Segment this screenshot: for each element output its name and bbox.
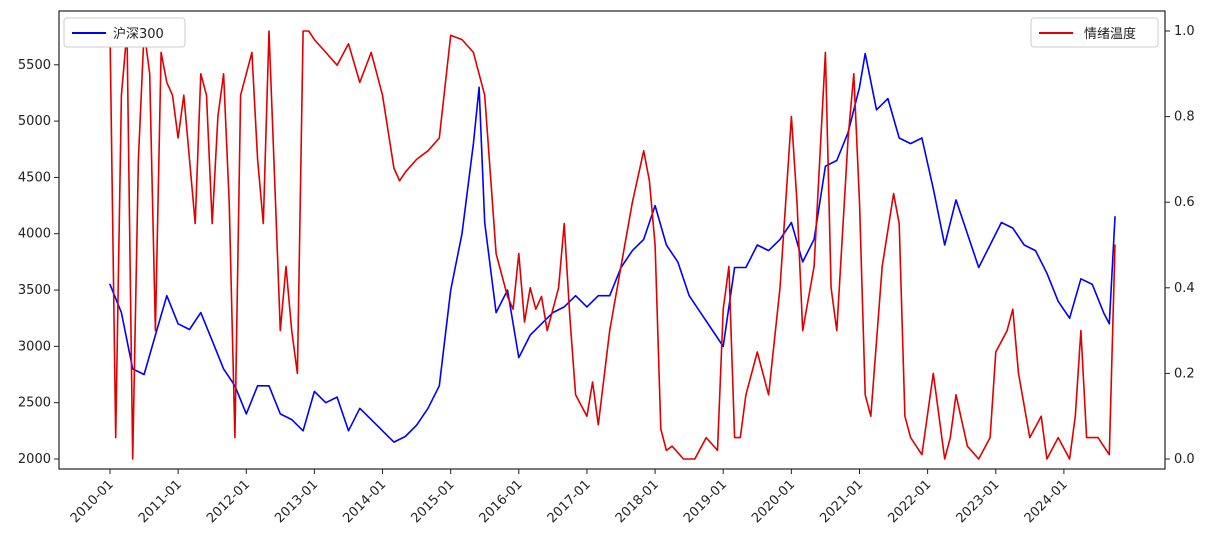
series-line-index xyxy=(109,52,1116,443)
x-tick-label: 2014-01 xyxy=(340,477,389,526)
right-y-axis: 0.0 0.2 0.4 0.6 0.8 1.0 xyxy=(1165,24,1195,467)
right-y-tick-label: 0.0 xyxy=(1174,452,1195,467)
legend-left-box xyxy=(63,17,186,48)
left-y-axis: 2000 2500 3000 3500 4000 4500 5000 5500 xyxy=(18,58,59,467)
x-tick-label: 2019-01 xyxy=(681,477,730,526)
series-layer xyxy=(109,30,1116,460)
left-y-tick-label: 2000 xyxy=(18,452,51,467)
right-y-tick-label: 0.2 xyxy=(1174,366,1195,381)
legend-right-box xyxy=(1030,17,1159,48)
x-tick-label: 2015-01 xyxy=(408,477,457,526)
right-y-tick-label: 0.6 xyxy=(1174,195,1195,210)
x-tick-label: 2018-01 xyxy=(613,477,662,526)
x-tick-label: 2013-01 xyxy=(272,477,321,526)
plot-frame xyxy=(58,10,1166,470)
legend-right: 情绪温度 xyxy=(1030,17,1159,48)
right-y-tick-label: 0.8 xyxy=(1174,110,1195,125)
x-tick-label: 2011-01 xyxy=(136,477,185,526)
x-tick-label: 2016-01 xyxy=(477,477,526,526)
x-tick-label: 2024-01 xyxy=(1022,477,1071,526)
left-y-tick-label: 5500 xyxy=(18,58,51,73)
legend-right-label: 情绪温度 xyxy=(1084,26,1136,42)
x-tick-label: 2021-01 xyxy=(817,477,866,526)
x-tick-label: 2010-01 xyxy=(68,477,117,526)
x-tick-label: 2020-01 xyxy=(749,477,798,526)
legend-left-label: 沪深300 xyxy=(113,26,164,42)
x-tick-label: 2017-01 xyxy=(545,477,594,526)
series-line-sentiment xyxy=(109,30,1116,460)
x-tick-label: 2023-01 xyxy=(954,477,1003,526)
left-y-tick-label: 4000 xyxy=(18,227,51,242)
left-y-tick-label: 4500 xyxy=(18,170,51,185)
x-tick-label: 2022-01 xyxy=(885,477,934,526)
left-y-tick-label: 2500 xyxy=(18,396,51,411)
left-y-tick-label: 3500 xyxy=(18,283,51,298)
legend-left: 沪深300 xyxy=(63,17,186,48)
right-y-tick-label: 1.0 xyxy=(1174,24,1195,39)
x-tick-label: 2012-01 xyxy=(204,477,253,526)
x-axis: 2010-01 2011-01 2012-01 2013-01 2014-01 2015-… xyxy=(68,469,1071,526)
left-y-tick-label: 3000 xyxy=(18,339,51,354)
left-y-tick-label: 5000 xyxy=(18,114,51,129)
right-y-tick-label: 0.4 xyxy=(1174,281,1195,296)
